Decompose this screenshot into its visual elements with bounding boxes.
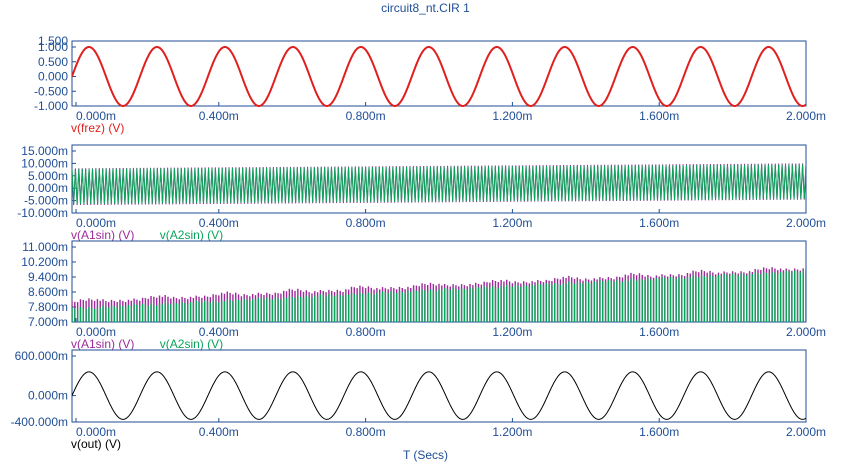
- y-tick-label: 9.400m: [28, 270, 68, 284]
- x-tick-label: 0.800m: [346, 425, 386, 439]
- y-tick-label: 0.000m: [28, 389, 68, 403]
- y-tick-label: 0.500: [38, 55, 68, 69]
- legend-entry: v(A1sin) (V): [71, 337, 134, 351]
- legend-entry: v(out) (V): [71, 437, 121, 451]
- series-line: [72, 45, 806, 107]
- plot-panel: 600.000m 0.000m -400.000m 0.000m 0.400m 0.800…: [11, 349, 826, 451]
- y-tick-label: 0.000m: [28, 181, 68, 195]
- series-line: [72, 270, 806, 322]
- trace-group: [72, 45, 806, 107]
- y-tick-label: -5.000m: [24, 194, 68, 208]
- trace-group: [72, 371, 806, 420]
- chart-title: circuit8_nt.CIR 1: [381, 1, 470, 15]
- series-line: [72, 164, 806, 205]
- y-tick-label: 10.200m: [21, 255, 68, 269]
- trace-group: [72, 267, 806, 322]
- legend-entry: v(A2sin) (V): [160, 337, 223, 351]
- y-tick-label: 10.000m: [21, 156, 68, 170]
- x-axis-title: T (Secs): [402, 448, 449, 462]
- y-tick-label: 5.000m: [28, 169, 68, 183]
- x-tick-label: 1.200m: [492, 216, 532, 230]
- y-tick-label: -10.000m: [17, 206, 68, 220]
- series-line: [72, 371, 806, 420]
- x-tick-label: 1.600m: [639, 425, 679, 439]
- y-tick-label: 0.000: [38, 70, 68, 84]
- y-tick-label: 8.600m: [28, 285, 68, 299]
- y-tick-label: 7.800m: [28, 300, 68, 314]
- x-tick-label: 0.000m: [76, 109, 116, 123]
- x-tick-label: 0.800m: [346, 109, 386, 123]
- legend-entry: v(A1sin) (V): [71, 228, 134, 242]
- y-tick-label: -0.500: [34, 84, 68, 98]
- y-tick-label: -1.000: [34, 99, 68, 113]
- x-tick-label: 0.400m: [199, 109, 239, 123]
- x-tick-label: 1.600m: [639, 216, 679, 230]
- y-tick-label: -400.000m: [11, 415, 68, 429]
- x-tick-label: 1.600m: [639, 325, 679, 339]
- plot-panel: 15.000m10.000m5.000m0.000m-5.000m-10.000…: [17, 144, 826, 242]
- x-tick-label: 2.000m: [786, 425, 826, 439]
- x-tick-label: 1.200m: [492, 425, 532, 439]
- x-tick-label: 0.400m: [199, 425, 239, 439]
- y-tick-label: 7.000m: [28, 315, 68, 329]
- x-tick-label: 2.000m: [786, 109, 826, 123]
- y-tick-label: 11.000m: [22, 240, 68, 254]
- y-tick-label: 600.000m: [15, 349, 68, 363]
- x-tick-label: 1.600m: [639, 109, 679, 123]
- x-tick-label: 0.400m: [199, 216, 239, 230]
- x-tick-label: 0.400m: [199, 325, 239, 339]
- legend-entry: v(A2sin) (V): [160, 228, 223, 242]
- x-tick-label: 2.000m: [786, 216, 826, 230]
- y-tick-label: 15.000m: [21, 144, 68, 158]
- plot-frame: [71, 349, 807, 423]
- trace-group: [72, 163, 806, 206]
- x-tick-label: 0.800m: [346, 216, 386, 230]
- x-tick-label: 0.000m: [76, 425, 116, 439]
- x-tick-label: 2.000m: [786, 325, 826, 339]
- plot-frame: [71, 40, 807, 107]
- legend-entry: v(frez) (V): [71, 121, 124, 135]
- x-tick-label: 0.000m: [76, 325, 116, 339]
- y-tick-label: 1.500: [38, 34, 68, 48]
- x-tick-label: 1.200m: [492, 109, 532, 123]
- x-tick-label: 1.200m: [492, 325, 532, 339]
- y-tick-label: 1.000: [38, 40, 68, 54]
- x-tick-label: 0.000m: [76, 216, 116, 230]
- x-tick-label: 0.800m: [346, 325, 386, 339]
